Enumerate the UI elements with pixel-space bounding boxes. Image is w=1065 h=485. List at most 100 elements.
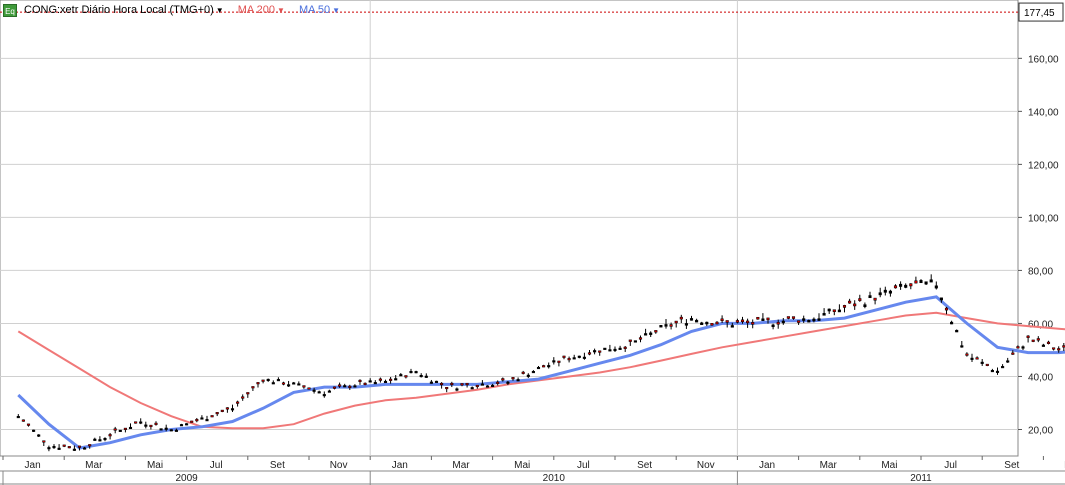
candle-body	[557, 360, 561, 363]
candle-body	[955, 329, 959, 333]
candle-body	[230, 408, 235, 411]
equity-badge-icon[interactable]: Eq	[3, 4, 17, 17]
candle-body	[134, 421, 138, 424]
candle-body	[873, 297, 877, 301]
candle-body	[756, 316, 760, 320]
candle-body	[781, 320, 785, 324]
candle-body	[88, 444, 92, 447]
candle-body	[496, 381, 500, 384]
symbol-dropdown-icon[interactable]: ▼	[215, 5, 224, 15]
y-tick-label: 140,00	[1028, 107, 1059, 118]
candle-body	[536, 366, 541, 370]
candle-body	[21, 419, 25, 422]
candle-body	[26, 423, 31, 426]
ma50-dropdown-icon[interactable]: ▼	[332, 5, 341, 15]
candle-body	[327, 390, 331, 393]
candle-body	[261, 379, 265, 382]
candle-body	[220, 409, 224, 412]
year-label: 2011	[910, 473, 932, 484]
candle-body	[32, 429, 36, 432]
x-tick-label: Jan	[25, 460, 41, 471]
candle-body	[149, 424, 153, 427]
candle-body	[154, 422, 158, 425]
candle-body	[241, 396, 245, 399]
candle-body	[960, 345, 964, 348]
candle-body	[389, 378, 393, 381]
ma200-selector[interactable]: MA 200 ▼	[238, 4, 285, 16]
candle-body	[511, 377, 515, 380]
candle-body	[358, 379, 362, 382]
ma200-line[interactable]	[17, 125, 1065, 430]
candle-body	[944, 307, 949, 311]
candle-body	[567, 358, 571, 361]
candle-body	[159, 428, 163, 431]
candle-body	[521, 371, 525, 374]
candle-body	[1001, 366, 1005, 369]
candle-body	[383, 380, 388, 384]
candle-body	[975, 357, 979, 360]
candle-body	[312, 389, 316, 392]
candle-body	[751, 322, 755, 325]
candle-body	[516, 379, 520, 382]
candle-body	[455, 388, 459, 391]
candle-body	[1016, 346, 1020, 349]
candle-body	[990, 370, 994, 373]
candle-body	[1011, 352, 1015, 355]
candle-body	[42, 440, 46, 443]
last-price-box[interactable]	[1018, 2, 1064, 22]
x-tick-label: Jul	[577, 460, 590, 471]
candle-body	[429, 381, 433, 384]
candle-body	[837, 309, 841, 313]
candle-body	[598, 350, 602, 353]
candle-body	[807, 320, 811, 323]
candle-body	[613, 348, 617, 351]
candle-body	[480, 383, 484, 386]
candle-body	[1062, 345, 1065, 348]
candle-body	[276, 379, 280, 382]
candle-body	[424, 375, 428, 378]
ma50-line[interactable]	[17, 48, 1065, 450]
x-tick-label: Nov	[330, 460, 348, 471]
chart-header: CONG:xetr Diário Hora Local (TMG+0) ▼ MA…	[24, 3, 354, 17]
candle-body	[434, 380, 439, 383]
candle-body	[195, 419, 199, 422]
x-tick-label: Set	[1004, 460, 1019, 471]
candle-body	[440, 382, 444, 386]
ma200-dropdown-icon[interactable]: ▼	[277, 5, 285, 15]
candle-body	[725, 320, 729, 323]
candle-body	[695, 319, 699, 323]
y-tick-label: 60,00	[1028, 319, 1053, 330]
candle-body	[266, 378, 270, 381]
candle-body	[1052, 347, 1056, 350]
candle-body	[215, 412, 219, 415]
candle-body	[995, 370, 1000, 373]
candle-body	[965, 353, 969, 356]
x-tick-label: Set	[637, 460, 652, 471]
candle-body	[679, 316, 683, 320]
candle-body	[654, 330, 658, 333]
candle-body	[771, 324, 775, 328]
candle-body	[730, 325, 734, 328]
candle-body	[399, 374, 403, 377]
x-tick-label: Jul	[944, 460, 957, 471]
price-candles[interactable]	[16, 23, 1065, 452]
ma50-selector[interactable]: MA 50 ▼	[299, 4, 340, 16]
candle-body	[83, 447, 87, 450]
candle-body	[761, 318, 765, 321]
candle-body	[485, 385, 490, 388]
candle-body	[970, 357, 974, 360]
candle-body	[582, 356, 586, 359]
candle-body	[720, 318, 724, 321]
candle-body	[363, 382, 367, 385]
candle-body	[491, 384, 495, 387]
candle-body	[853, 303, 857, 307]
candle-body	[893, 285, 898, 289]
candle-body	[802, 318, 806, 321]
candle-body	[251, 386, 255, 389]
candle-body	[62, 444, 66, 447]
candle-body	[822, 313, 826, 316]
plot-area[interactable]	[0, 0, 1019, 457]
x-tick-label: Mar	[85, 460, 103, 471]
symbol-selector[interactable]: CONG:xetr Diário Hora Local (TMG+0) ▼	[24, 4, 224, 16]
